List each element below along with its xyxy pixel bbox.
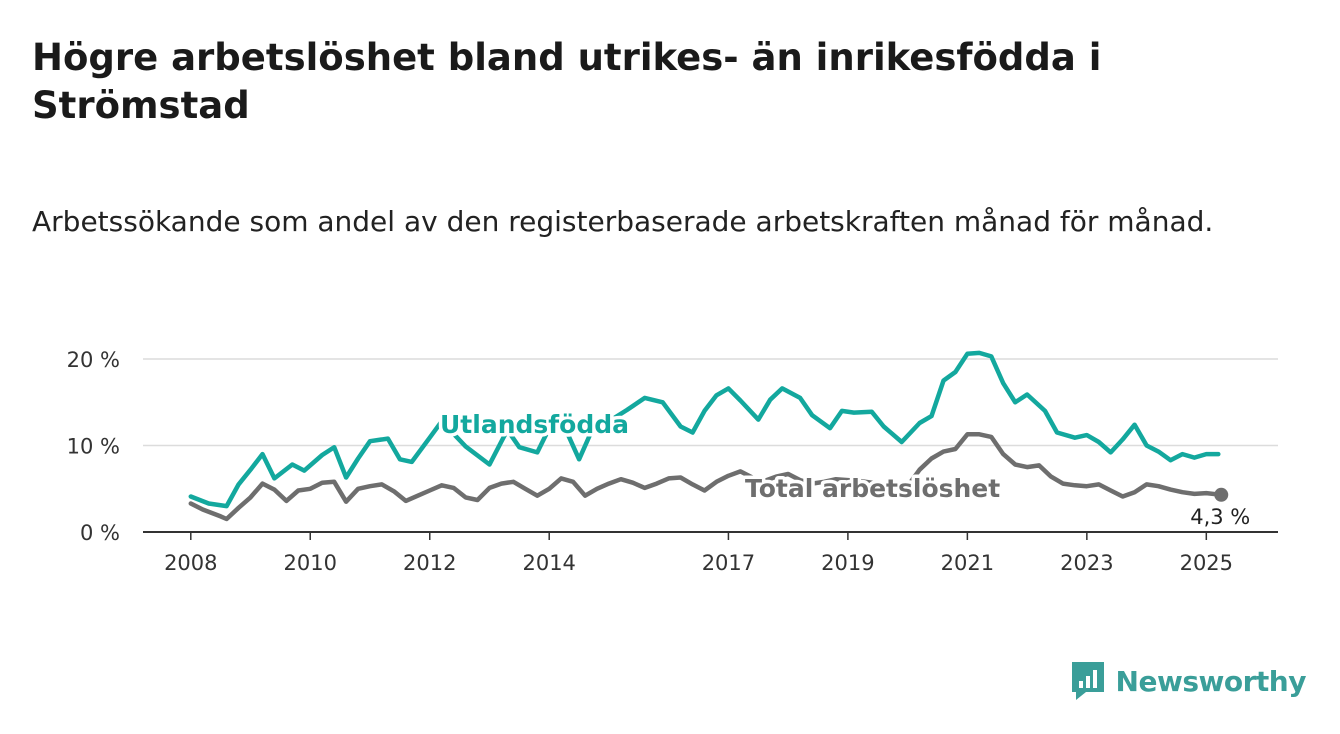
- x-tick-label: 2012: [403, 551, 456, 575]
- series-lines: [188, 350, 1224, 522]
- x-tick-label: 2025: [1180, 551, 1233, 575]
- y-tick-label: 20 %: [67, 348, 120, 372]
- grid: [143, 358, 1278, 447]
- y-axis-labels: 0 % 10 % 20 %: [67, 348, 120, 545]
- bar-chart-speech-icon: [1071, 662, 1104, 700]
- series-line-utlandsfodda: [188, 350, 1221, 509]
- x-tick-label: 2014: [522, 551, 575, 575]
- x-tick-label: 2023: [1060, 551, 1113, 575]
- end-point: 4,3 %: [1188, 487, 1253, 531]
- newsworthy-logo: Newsworthy: [1070, 660, 1307, 702]
- y-tick-label: 0 %: [80, 521, 120, 545]
- series-label-utlandsfodda: Utlandsfödda: [440, 410, 629, 439]
- end-value-label: 4,3 %: [1190, 505, 1250, 529]
- series-label-total-arbetsloshet: Total arbetslöshet: [745, 474, 1000, 503]
- brand-name: Newsworthy: [1115, 664, 1307, 698]
- chart-title: Högre arbetslöshet bland utrikes- än inr…: [32, 36, 1102, 127]
- chart-subtitle: Arbetssökande som andel av den registerb…: [32, 205, 1214, 238]
- end-point-marker: [1214, 487, 1229, 502]
- x-axis: 2008 2010 2012 2014 2017 2019 2021 2023 2025: [143, 531, 1278, 575]
- y-tick-label: 10 %: [67, 435, 120, 459]
- x-tick-label: 2010: [284, 551, 337, 575]
- series-line-total-arbetsloshet: [188, 432, 1224, 522]
- x-tick-label: 2019: [821, 551, 874, 575]
- x-tick-label: 2008: [164, 551, 217, 575]
- x-tick-label: 2017: [702, 551, 755, 575]
- x-tick-label: 2021: [941, 551, 994, 575]
- series-labels: Utlandsfödda Total arbetslöshet: [437, 407, 1004, 507]
